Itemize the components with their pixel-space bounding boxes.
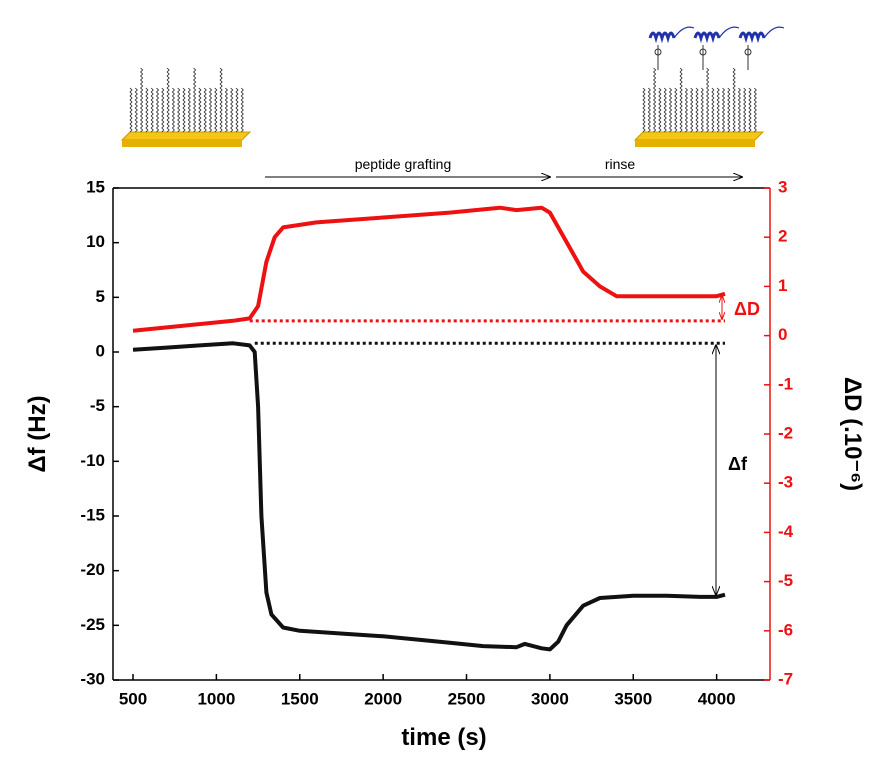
alkyl-chain: [647, 87, 651, 133]
y2-tick-label: -2: [778, 423, 793, 442]
alkyl-chain: [171, 87, 175, 133]
y2-tick-label: 2: [778, 227, 787, 246]
linker-ring: [744, 48, 752, 56]
peptide-tail: [763, 26, 785, 39]
y2-tick-label: -1: [778, 374, 793, 393]
alkyl-chain: [140, 67, 144, 133]
y-tick-label: 15: [86, 177, 105, 196]
alkyl-chain: [653, 67, 657, 133]
alkyl-chain: [182, 87, 186, 133]
x-tick-label: 1500: [281, 689, 319, 708]
y-tick-label: -15: [80, 505, 105, 524]
y2-tick-label: 1: [778, 276, 787, 295]
alkyl-chain: [166, 67, 170, 133]
alkyl-chain: [134, 87, 138, 133]
alkyl-chain: [706, 67, 710, 133]
alkyl-chain: [219, 67, 223, 133]
alkyl-chain: [177, 87, 181, 133]
alkyl-chain: [224, 87, 228, 133]
annotation: peptide grafting: [355, 156, 452, 172]
peptide-tail: [718, 26, 740, 39]
y-tick-label: -25: [80, 615, 105, 634]
alkyl-chain: [203, 87, 207, 133]
alkyl-chain: [748, 87, 752, 133]
alkyl-chain: [235, 87, 239, 133]
helix: [648, 31, 676, 44]
alkyl-chain: [145, 87, 149, 133]
annotation: ΔD: [734, 299, 760, 319]
y-tick-label: -20: [80, 560, 105, 579]
alkyl-chain: [208, 87, 213, 133]
alkyl-chain: [198, 87, 202, 133]
y-axis-label: Δf (Hz): [24, 395, 51, 472]
x-axis-label: time (s): [401, 724, 486, 751]
annotation: rinse: [605, 156, 636, 172]
alkyl-chain: [721, 87, 726, 133]
data-line: [132, 205, 726, 333]
x-tick-label: 3000: [531, 689, 569, 708]
alkyl-chain: [684, 87, 688, 133]
y2-tick-label: -5: [778, 571, 793, 590]
alkyl-chain: [753, 87, 757, 133]
y-tick-label: 0: [96, 341, 105, 360]
alkyl-chain: [187, 87, 191, 133]
peptide-tail: [673, 26, 695, 39]
alkyl-chain: [679, 67, 683, 133]
gold-substrate: [633, 131, 765, 141]
x-tick-label: 1000: [197, 689, 235, 708]
x-tick-label: 4000: [698, 689, 736, 708]
y-tick-label: -30: [80, 669, 105, 688]
surface-illustration: [120, 26, 785, 147]
y-tick-label: -10: [80, 451, 105, 470]
alkyl-chain: [129, 87, 133, 133]
y-tick-label: 10: [86, 232, 105, 251]
helix: [693, 31, 721, 44]
alkyl-chain: [230, 87, 234, 133]
y2-tick-label: 0: [778, 325, 787, 344]
y2-tick-label: -6: [778, 620, 793, 639]
alkyl-chain: [663, 87, 667, 133]
linker-ring: [699, 48, 707, 56]
gold-substrate: [122, 140, 242, 147]
x-tick-label: 2000: [364, 689, 402, 708]
alkyl-chain: [658, 87, 662, 133]
y-tick-label: -5: [90, 396, 105, 415]
alkyl-chain: [150, 87, 154, 133]
y2-axis-label: ΔD (.10⁻⁶): [839, 377, 866, 491]
alkyl-chain: [240, 87, 244, 133]
alkyl-chain: [161, 87, 165, 133]
data-line: [132, 341, 726, 652]
x-tick-label: 500: [119, 689, 147, 708]
y2-tick-label: 3: [778, 177, 787, 196]
alkyl-chain: [642, 87, 646, 133]
linker-ring: [654, 48, 662, 56]
x-tick-label: 3500: [614, 689, 652, 708]
alkyl-chain: [727, 87, 731, 133]
y-tick-label: 5: [96, 287, 105, 306]
gold-substrate: [120, 131, 252, 141]
alkyl-chain: [193, 67, 197, 133]
annotation: Δf: [728, 454, 748, 474]
helix: [738, 31, 766, 44]
alkyl-chain: [700, 87, 704, 133]
alkyl-chain: [668, 87, 673, 133]
alkyl-chain: [695, 87, 699, 133]
alkyl-chain: [214, 87, 218, 133]
alkyl-chain: [737, 87, 741, 133]
alkyl-chain: [732, 67, 736, 133]
alkyl-chain: [716, 87, 720, 133]
alkyl-chain: [155, 87, 160, 133]
y2-tick-label: -7: [778, 669, 793, 688]
alkyl-chain: [711, 87, 715, 133]
gold-substrate: [635, 140, 755, 147]
alkyl-chain: [674, 87, 678, 133]
x-tick-label: 2500: [448, 689, 486, 708]
alkyl-chain: [743, 87, 747, 133]
y2-tick-label: -3: [778, 473, 793, 492]
y2-tick-label: -4: [778, 522, 794, 541]
alkyl-chain: [690, 87, 694, 133]
